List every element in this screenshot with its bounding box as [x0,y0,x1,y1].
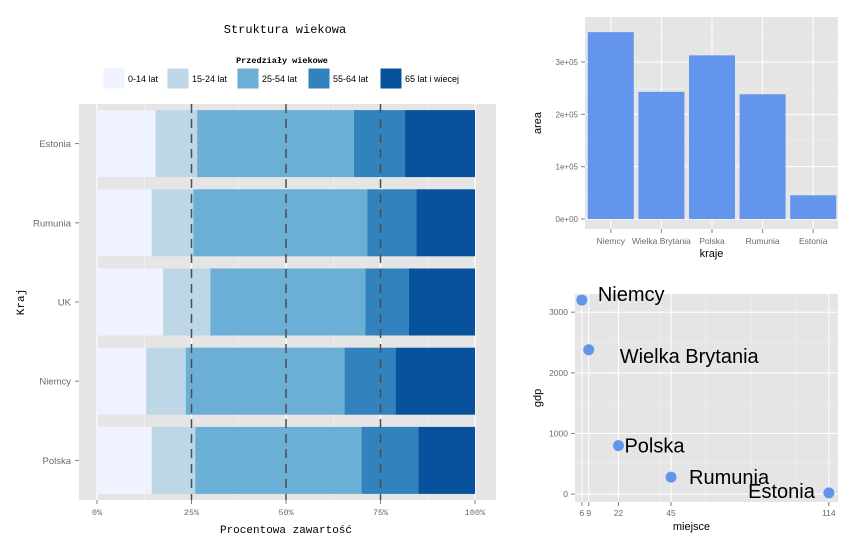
area-bar-estonia [790,195,837,219]
bar-segment-niemcy-0 [97,347,147,415]
scatter-point-niemcy [576,294,588,306]
legend-label: 55-64 lat [333,74,369,84]
bar-segment-niemcy-4 [395,347,475,415]
point-label: Polska [624,436,685,458]
x-tick-label: Wielka Brytania [632,236,691,246]
y-tick-label: Rumunia [33,218,72,229]
y-tick-label: 2e+05 [556,110,579,119]
bar-segment-estonia-3 [354,110,406,178]
bar-segment-rumunia-1 [151,189,194,257]
scatter-point-rumunia [665,471,677,483]
y-tick-label: 1e+05 [556,163,579,172]
bar-segment-estonia-2 [197,110,355,178]
area-bar-rumunia [739,94,786,219]
x-axis-title: Procentowa zawartość [220,525,352,537]
bar-segment-uk-0 [97,268,164,336]
bar-segment-rumunia-2 [193,189,368,257]
y-tick-label: 3000 [549,307,568,317]
area-bar-wielka-brytania [638,91,685,219]
bar-segment-polska-4 [418,426,475,494]
bar-segment-polska-2 [195,426,362,494]
y-tick-label: UK [58,298,72,309]
x-tick-label: 50% [278,508,294,518]
bar-segment-rumunia-0 [97,189,152,257]
legend-swatch-4 [379,67,403,90]
bar-segment-niemcy-2 [185,347,345,415]
x-tick-label: 22 [614,508,624,518]
point-label: Rumunia [689,467,770,489]
scatter-point-polska [612,440,624,452]
x-tick-label: 75% [373,508,389,518]
scatter-point-wielka-brytania [583,344,595,356]
x-tick-label: 25% [184,508,200,518]
bar-segment-uk-3 [365,268,409,336]
y-axis-title: gdp [532,389,544,407]
bar-segment-niemcy-1 [146,347,186,415]
bar-segment-rumunia-4 [416,189,475,257]
bar-segment-estonia-1 [155,110,198,178]
y-tick-label: Estonia [39,139,71,150]
x-tick-label: Polska [699,236,725,246]
x-tick-label: Niemcy [597,236,626,246]
x-tick-label: 114 [822,508,836,518]
y-tick-label: 1000 [549,428,568,438]
area-bar-niemcy [587,32,634,219]
y-axis-title: area [532,111,544,134]
bar-segment-estonia-4 [405,110,475,178]
x-tick-label: 6 [579,508,584,518]
x-tick-label: 45 [666,508,676,518]
legend-label: 65 lat i wiecej [405,74,459,84]
x-tick-label: Rumunia [746,236,780,246]
bar-segment-niemcy-3 [344,347,396,415]
legend-swatch-1 [166,67,190,90]
bar-segment-polska-0 [97,426,152,494]
bar-segment-uk-1 [163,268,211,336]
y-tick-label: 3e+05 [556,58,579,67]
x-tick-label: 0% [92,508,103,518]
point-label: Niemcy [598,284,665,306]
y-tick-label: Niemcy [39,377,71,388]
chart-title: Struktura wiekowa [224,23,346,37]
bar-segment-uk-4 [408,268,475,336]
x-axis-title: kraje [700,248,724,260]
area-bar-polska [689,55,735,219]
bar-segment-estonia-0 [97,110,156,178]
x-tick-label: Estonia [799,236,828,246]
legend-label: 25-54 lat [262,74,298,84]
point-label: Estonia [748,481,816,503]
y-tick-label: 0e+00 [556,215,579,224]
bar-segment-polska-1 [151,426,196,494]
legend-swatch-2 [236,67,260,90]
bar-segment-rumunia-3 [367,189,417,257]
x-axis-title: miejsce [673,521,710,533]
scatter-point-estonia [823,487,835,499]
legend-swatch-3 [307,67,331,90]
legend-swatch-0 [102,67,126,90]
y-tick-label: Polska [42,456,71,467]
bar-segment-polska-3 [361,426,419,494]
bar-segment-uk-2 [210,268,366,336]
y-tick-label: 0 [563,489,568,499]
y-tick-label: 2000 [549,368,568,378]
y-axis-title: Kraj [16,289,28,315]
legend-label: 0-14 lat [128,74,159,84]
legend-label: 15-24 lat [192,74,228,84]
legend-title: Przedziały wiekowe [236,56,328,66]
point-label: Wielka Brytania [620,346,760,368]
x-tick-label: 9 [586,508,591,518]
x-tick-label: 100% [465,508,486,518]
